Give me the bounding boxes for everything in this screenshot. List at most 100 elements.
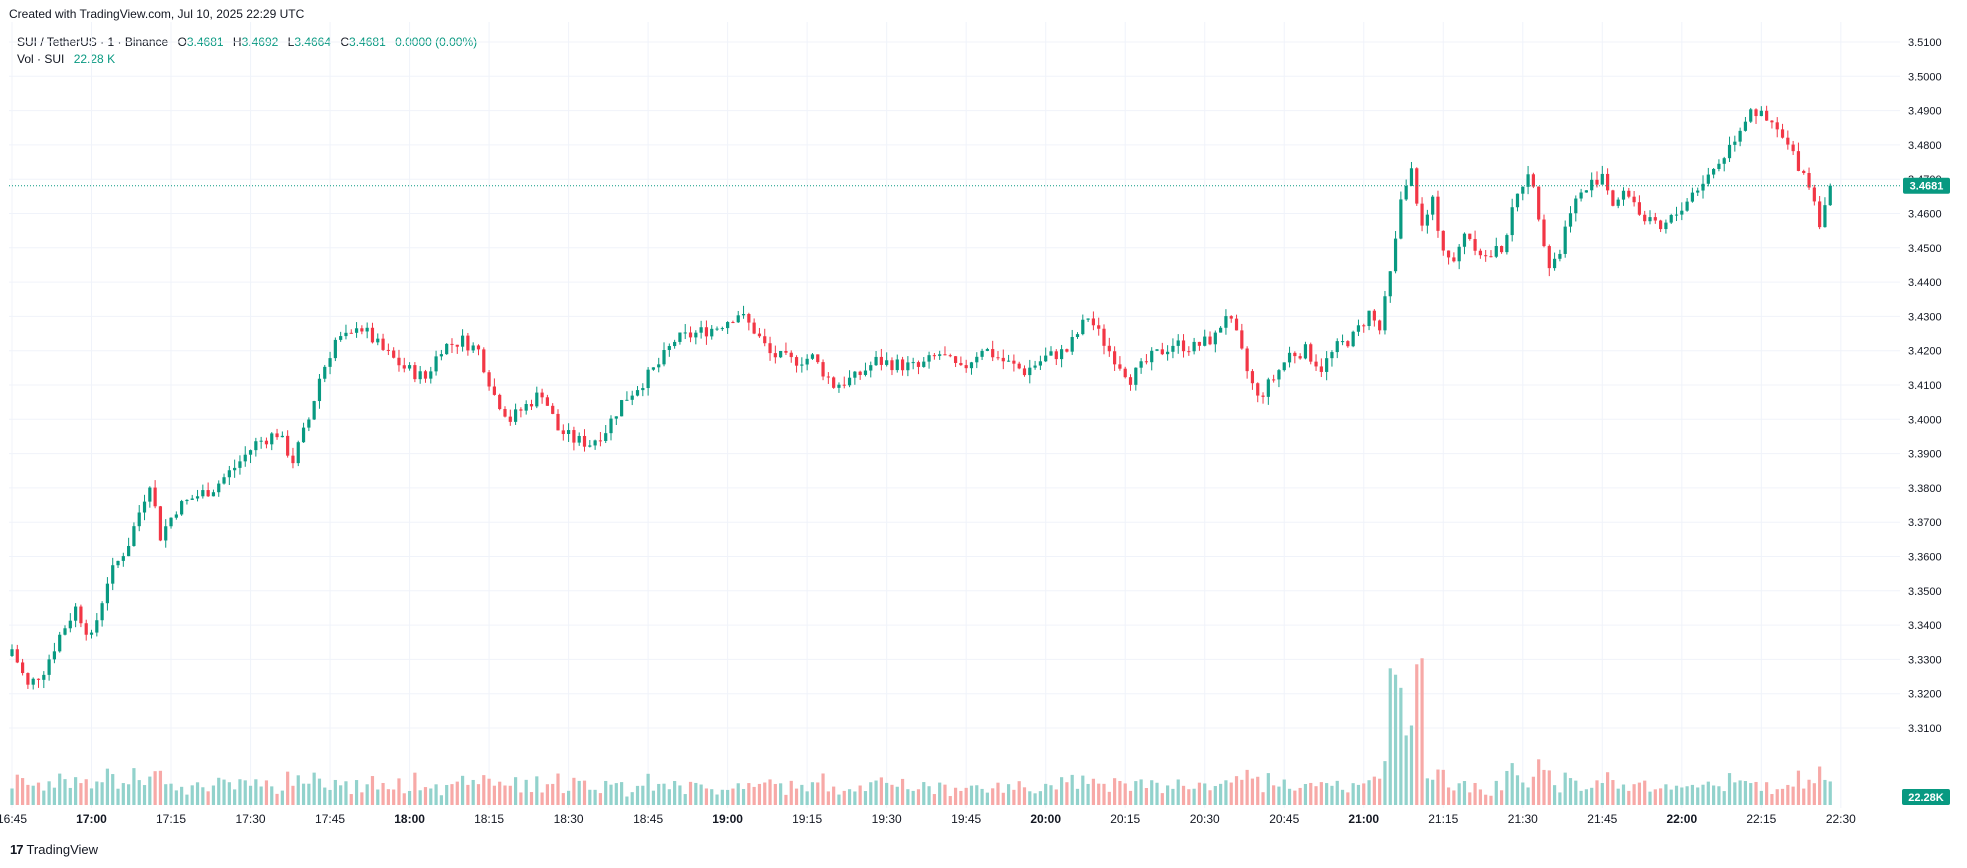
volume-bar — [148, 776, 152, 805]
y-tick-label: 3.5000 — [1908, 71, 1942, 83]
candle-body — [1277, 370, 1281, 380]
volume-bar — [455, 781, 459, 805]
time-axis[interactable]: 16:45 17:00 17:15 17:30 17:45 18:00 18:15 18:30… — [0, 812, 1856, 826]
volume-bar — [1075, 788, 1080, 805]
candle-body — [354, 328, 359, 333]
candle-body — [604, 433, 608, 441]
candle-body — [842, 384, 846, 386]
candle-body — [614, 416, 618, 419]
last-price-text: 3.4681 — [1910, 181, 1944, 193]
x-tick-label: 22:00 — [1666, 812, 1697, 826]
volume-bar — [1531, 776, 1535, 805]
volume-bar — [1446, 787, 1451, 805]
candle-body — [832, 377, 836, 388]
candle-body — [683, 332, 687, 334]
volume-bar — [588, 789, 592, 805]
candle-body — [1574, 198, 1578, 214]
volume-bar — [1261, 792, 1265, 805]
candle-body — [1701, 183, 1705, 191]
volume-bar — [174, 790, 178, 805]
candle-body — [948, 355, 952, 357]
volume-bar — [1415, 664, 1419, 805]
volume-bar — [1081, 775, 1085, 805]
volume-bar — [1250, 778, 1255, 805]
volume-bar — [254, 779, 258, 805]
volume-bar — [376, 789, 380, 805]
candle-body — [190, 498, 194, 500]
candle-body — [1176, 340, 1180, 346]
volume-bar — [699, 784, 703, 805]
candle-body — [1113, 351, 1117, 365]
price-axis[interactable]: 3.51003.50003.49003.48003.47003.46003.45… — [1908, 37, 1942, 735]
volume-bar — [407, 790, 412, 805]
volume-bar — [164, 784, 168, 805]
candle-body — [932, 355, 936, 357]
volume-bar — [1749, 783, 1753, 805]
candle-body — [927, 355, 931, 362]
candle-body — [1303, 344, 1308, 359]
candle-body — [376, 338, 380, 343]
volume-bar — [1091, 778, 1096, 805]
volume-bar — [79, 783, 83, 805]
volume-bar — [1743, 781, 1748, 805]
volume-bar — [1568, 778, 1573, 805]
volume-bar — [598, 793, 603, 805]
volume-bar — [1765, 782, 1769, 805]
candle-body — [206, 490, 210, 497]
candle-body — [1240, 330, 1244, 349]
volume-bar — [211, 785, 216, 805]
candle-body — [1234, 318, 1239, 331]
candle-body — [1584, 190, 1588, 193]
volume-bar — [498, 781, 502, 805]
candle-body — [980, 350, 984, 357]
volume-bar — [614, 783, 618, 805]
volume-bar — [365, 784, 369, 805]
candle-body — [1505, 235, 1509, 253]
candle-body — [10, 649, 14, 656]
volume-bar — [1600, 783, 1604, 805]
candle-body — [1293, 352, 1297, 357]
candle-body — [1097, 325, 1101, 329]
candle-body — [52, 651, 57, 660]
volume-bars — [10, 658, 1832, 805]
volume-bar — [1298, 787, 1302, 805]
candle-body — [254, 441, 258, 451]
volume-bar — [736, 783, 740, 805]
candle-body — [688, 332, 693, 338]
volume-bar — [625, 796, 629, 805]
volume-bar — [42, 790, 46, 805]
volume-bar — [1181, 785, 1186, 805]
volume-bar — [1696, 787, 1700, 805]
volume-bar — [726, 789, 730, 805]
candle-body — [275, 433, 279, 438]
candle-body — [1818, 201, 1822, 228]
volume-bar — [1134, 781, 1138, 805]
candle-body — [26, 673, 30, 685]
candle-body — [1070, 337, 1074, 352]
candle-body — [969, 362, 974, 369]
candle-body — [100, 603, 104, 621]
volume-bar — [36, 782, 41, 805]
volume-label[interactable]: Vol · SUI — [17, 52, 65, 66]
candle-body — [1075, 334, 1080, 338]
candle-body — [519, 409, 523, 411]
x-tick-label: 17:30 — [236, 812, 266, 826]
volume-bar — [953, 787, 958, 805]
candle-body — [1065, 349, 1069, 352]
volume-bar — [620, 782, 624, 805]
candle-body — [1754, 109, 1758, 117]
volume-bar — [1473, 782, 1477, 805]
candle-body — [715, 328, 719, 330]
candle-body — [1828, 185, 1832, 206]
candle-body — [1515, 193, 1520, 208]
volume-bar — [1584, 789, 1588, 805]
tradingview-branding[interactable]: 17 TradingView — [10, 842, 98, 857]
candle-body — [991, 349, 995, 358]
volume-bar — [508, 785, 512, 805]
volume-bar — [911, 790, 915, 805]
volume-bar — [1012, 789, 1016, 805]
volume-bar — [678, 785, 682, 805]
candle-body — [943, 354, 947, 356]
volume-bar — [259, 786, 263, 805]
